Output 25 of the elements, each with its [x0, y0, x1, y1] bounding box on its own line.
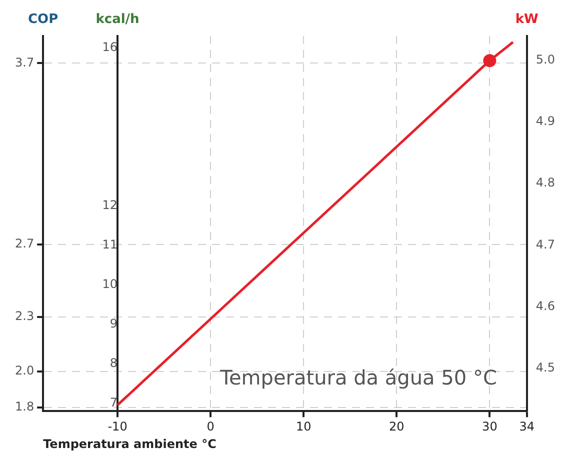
x-axis-title: Temperatura ambiente °C [43, 436, 217, 451]
y2-tick-label: 4.5 [536, 360, 556, 374]
x-tick-label: 20 [389, 420, 404, 434]
y3-tick-label: 1.8 [14, 400, 34, 414]
y-tick-label: 12 [102, 198, 118, 212]
y3-tick-label: 2.7 [14, 236, 34, 251]
y2-tick-label: 4.6 [536, 298, 556, 313]
y2-tick-label: 4.7 [536, 237, 556, 252]
x-tick-label: 30 [482, 420, 498, 434]
y2-tick-label: 4.9 [536, 114, 556, 128]
y3-tick-label: 2.0 [14, 363, 34, 378]
y-tick-label: 11 [102, 237, 118, 252]
y3-tick-label: 2.3 [14, 309, 34, 324]
x-tick-label: 10 [296, 420, 312, 434]
y3-axis-title: COP [28, 12, 58, 27]
x-tick-label: 0 [206, 420, 214, 434]
x-tick-label: -10 [108, 420, 128, 434]
annotation: Temperatura da água 50 °C [219, 365, 497, 390]
y2-tick-label: 4.8 [536, 176, 556, 190]
y2-tick-label: 5.0 [536, 52, 556, 67]
y-tick-label: 7 [110, 395, 118, 410]
y-axis-title: kcal/h [96, 12, 140, 27]
y3-tick-label: 3.7 [14, 55, 34, 70]
y2-axis-title: kW [515, 12, 538, 27]
x-tick-label: 34 [519, 420, 535, 434]
